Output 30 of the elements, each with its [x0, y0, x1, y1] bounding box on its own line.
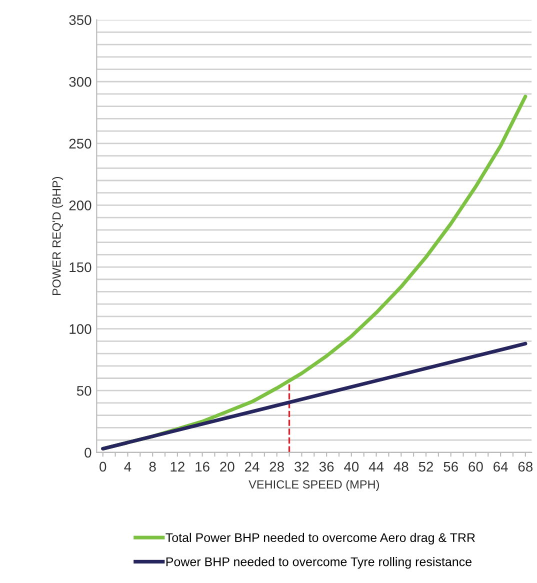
y-tick-label: 350	[69, 15, 92, 25]
y-tick-label: 0	[84, 448, 92, 458]
y-tick-label: 200	[69, 200, 92, 210]
x-tick-label: 36	[319, 462, 334, 472]
x-tick-label: 28	[270, 462, 284, 472]
y-tick-label: 150	[70, 262, 92, 272]
x-tick-label: 56	[444, 462, 458, 472]
x-tick-label: 8	[149, 462, 156, 472]
y-tick-label: 100	[70, 324, 92, 334]
legend-label: Total Power BHP needed to overcome Aero drag & TRR	[166, 532, 475, 545]
x-tick-label: 12	[170, 462, 184, 472]
legend-label: Power BHP needed to overcome Tyre rolling resistance	[166, 557, 472, 569]
y-tick-label: 50	[76, 386, 92, 396]
x-tick-label: 4	[124, 462, 132, 472]
x-tick-label: 0	[100, 462, 106, 472]
x-tick-label: 16	[196, 462, 210, 472]
x-tick-label: 20	[220, 462, 234, 472]
x-tick-label: 44	[368, 462, 384, 472]
y-tick-label: 300	[69, 76, 92, 87]
x-tick-label: 60	[468, 462, 483, 472]
x-tick-label: 48	[394, 462, 408, 472]
x-tick-label: 40	[344, 462, 359, 472]
y-tick-label: 250	[69, 138, 92, 149]
x-tick-label: 64	[494, 462, 508, 472]
x-tick-label: 52	[418, 462, 434, 472]
x-tick-label: 24	[244, 462, 260, 472]
x-tick-label: 32	[294, 462, 309, 472]
x-axis-title: VEHICLE SPEED (MPH)	[248, 480, 380, 491]
y-axis-title: POWER REQ'D (BHP)	[52, 177, 64, 295]
x-tick-label: 68	[518, 462, 533, 472]
